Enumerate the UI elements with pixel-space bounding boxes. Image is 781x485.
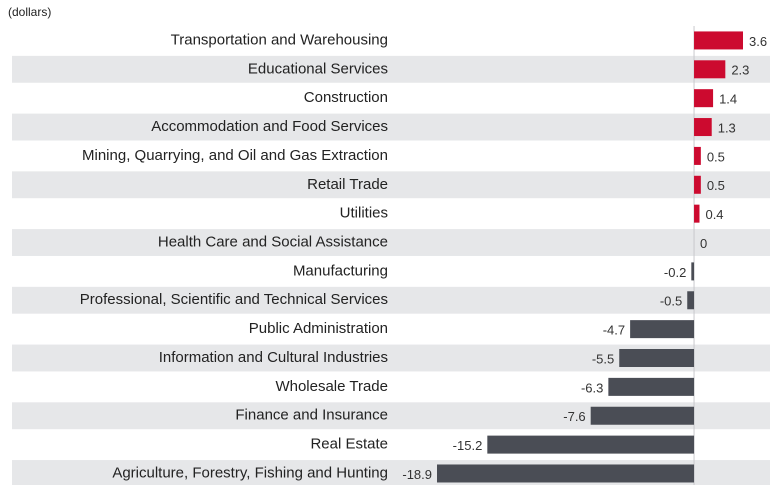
category-label: Information and Cultural Industries [159,349,388,366]
row-band [12,113,770,141]
category-label: Health Care and Social Assistance [158,233,388,250]
value-label: 1.4 [719,92,737,107]
value-label: -5.5 [592,351,614,366]
category-label: Wholesale Trade [275,378,388,395]
category-label: Transportation and Warehousing [171,31,388,48]
row-band [12,229,770,256]
value-label: -7.6 [563,409,585,424]
value-label: -6.3 [581,380,603,395]
bar [608,377,695,396]
category-label: Accommodation and Food Services [151,118,388,135]
category-label: Finance and Insurance [235,407,388,424]
bar [619,349,695,368]
value-label: -4.7 [603,323,625,338]
category-label: Professional, Scientific and Technical S… [80,291,388,308]
bar [694,175,701,194]
value-label: 3.6 [749,34,767,49]
row-band [12,286,770,314]
bar [590,406,695,425]
value-label: 0.5 [707,149,725,164]
category-label: Manufacturing [293,262,388,279]
value-label: -15.2 [453,438,483,453]
bar [694,60,726,79]
category-label: Public Administration [249,320,388,337]
bar [687,291,695,310]
value-label: -0.5 [660,294,682,309]
value-label: 0 [700,236,707,251]
category-label: Retail Trade [307,176,388,193]
bar [694,89,714,108]
bar [437,464,695,483]
bar [487,435,695,454]
bar [694,146,701,165]
category-label: Agriculture, Forestry, Fishing and Hunti… [112,464,388,481]
unit-label: (dollars) [8,5,51,19]
bar [691,262,695,281]
category-label: Utilities [340,205,388,222]
row-band [12,55,770,83]
row-band [12,171,770,199]
bar [694,31,743,50]
category-label: Construction [304,89,388,106]
value-label: 1.3 [718,120,736,135]
category-label: Mining, Quarrying, and Oil and Gas Extra… [82,147,388,164]
bar [630,320,695,339]
value-label: -0.2 [664,265,686,280]
bar [694,118,712,137]
category-label: Educational Services [248,60,388,77]
category-label: Real Estate [310,436,388,453]
bar [694,204,700,223]
value-label: 0.4 [705,207,723,222]
value-label: 2.3 [731,63,749,78]
value-label: -18.9 [402,467,432,482]
value-label: 0.5 [707,178,725,193]
